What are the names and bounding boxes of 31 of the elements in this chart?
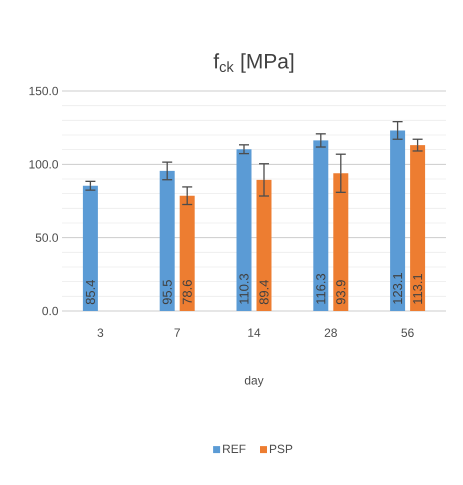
legend-label: REF [223, 444, 246, 453]
bar [82, 186, 98, 311]
legend-label: PSP [270, 444, 292, 454]
x-tick-label: 28 [324, 328, 337, 337]
y-tick-label: 0.0 [42, 306, 58, 316]
bar [256, 180, 272, 311]
data-label: 85.4 [86, 280, 95, 304]
bar [390, 130, 406, 311]
x-tick-label: 7 [174, 328, 180, 337]
y-tick-label: 100.0 [29, 160, 58, 169]
bar [236, 149, 252, 311]
y-tick-label: 50.0 [36, 233, 58, 242]
x-tick-label: 14 [248, 328, 260, 337]
bar [160, 170, 175, 311]
data-label: 123.1 [393, 273, 402, 304]
data-label: 110.3 [239, 274, 249, 304]
data-label: 116.3 [316, 274, 326, 304]
bar [410, 145, 426, 311]
data-label: 89.4 [259, 280, 269, 304]
data-label: 78.6 [182, 280, 192, 304]
x-axis-title: day [244, 376, 264, 387]
data-label: 93.9 [336, 280, 346, 304]
chart-title: f$_{ck}$ [MPa] [214, 53, 294, 73]
bar [333, 173, 348, 311]
x-tick-label: 56 [401, 328, 414, 337]
x-tick-label: 3 [98, 328, 104, 337]
bar [313, 140, 328, 311]
bar [180, 196, 195, 311]
data-label: 95.5 [162, 280, 172, 304]
data-label: 113.1 [413, 274, 422, 304]
y-tick-label: 150.0 [29, 86, 58, 96]
